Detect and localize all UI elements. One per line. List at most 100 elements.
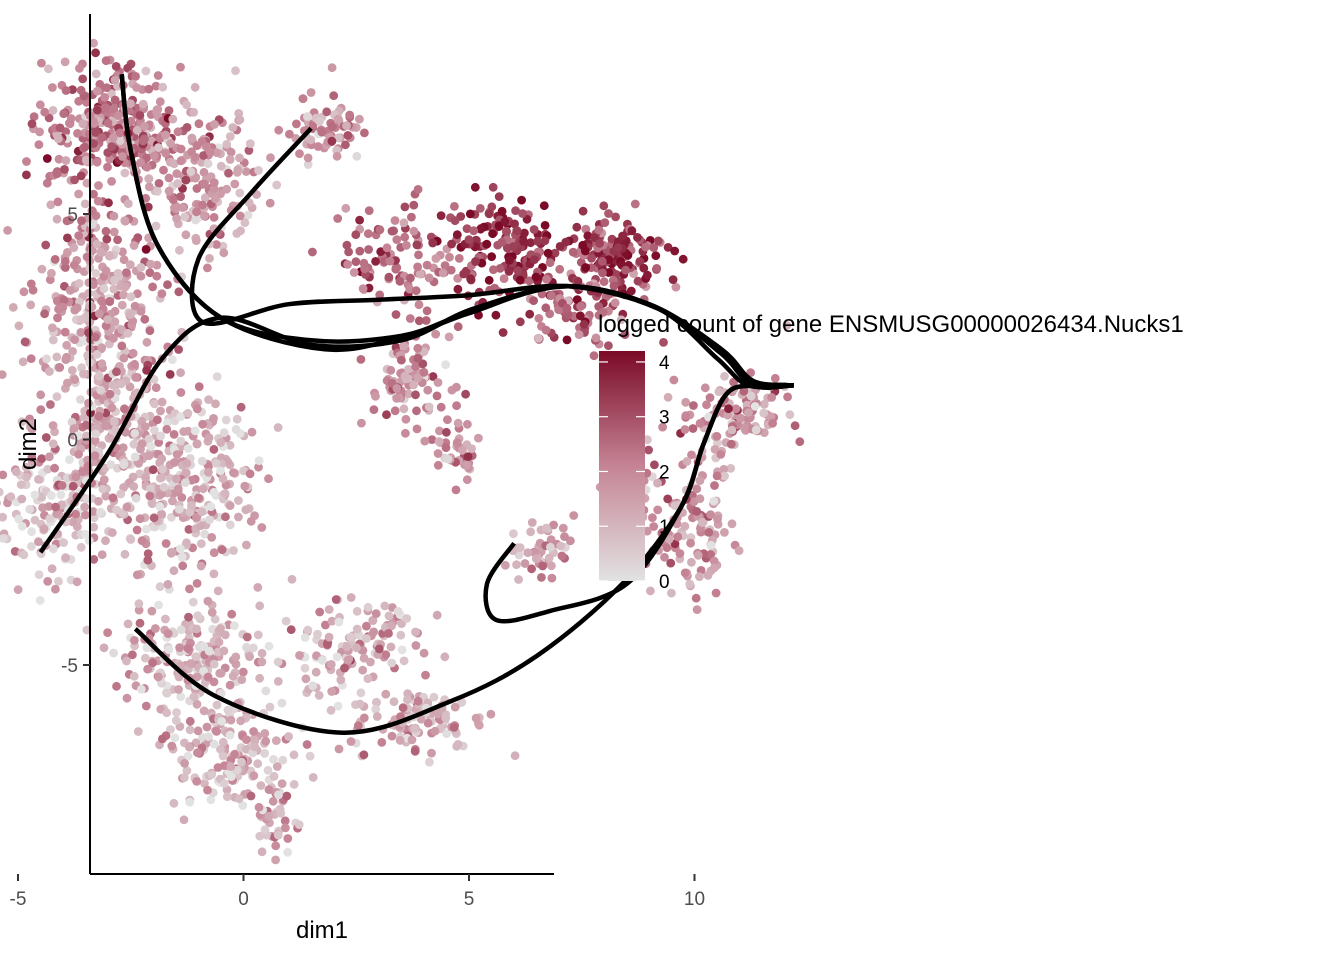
data-point <box>594 225 604 235</box>
data-point <box>70 375 80 384</box>
data-point <box>47 491 56 500</box>
data-point <box>220 489 230 498</box>
data-point <box>514 550 524 560</box>
data-point <box>515 317 525 327</box>
data-point <box>578 206 588 216</box>
data-point <box>410 724 419 733</box>
data-point <box>200 179 209 189</box>
data-point <box>122 502 132 512</box>
data-point <box>96 247 106 257</box>
data-point <box>142 153 152 163</box>
data-point <box>132 570 142 580</box>
data-point <box>112 681 121 691</box>
data-point <box>132 83 142 92</box>
data-point <box>469 226 479 236</box>
data-point <box>364 206 374 216</box>
data-point <box>268 796 278 806</box>
data-point <box>125 310 135 319</box>
data-point <box>303 625 313 635</box>
data-point <box>486 709 496 719</box>
data-point <box>97 343 107 353</box>
data-point <box>359 653 369 663</box>
data-point <box>487 252 496 262</box>
data-point <box>34 570 44 579</box>
data-point <box>225 730 235 740</box>
data-point <box>750 402 760 411</box>
data-point <box>60 327 70 337</box>
data-point <box>359 713 369 723</box>
data-point <box>78 119 88 129</box>
data-point <box>129 671 139 681</box>
data-point <box>392 394 402 403</box>
data-point <box>212 372 222 381</box>
trajectory-curve <box>189 126 794 390</box>
data-point <box>254 456 264 465</box>
data-point <box>185 725 195 735</box>
data-point <box>179 815 189 825</box>
data-point <box>119 353 129 363</box>
data-point <box>502 226 511 236</box>
data-point <box>283 847 293 857</box>
data-point <box>315 116 324 126</box>
data-point <box>215 668 225 678</box>
data-point <box>237 675 247 685</box>
data-point <box>759 400 769 409</box>
data-point <box>116 379 126 389</box>
data-point <box>427 435 437 444</box>
data-point <box>37 58 46 68</box>
data-point <box>440 261 450 270</box>
data-point <box>203 785 212 795</box>
data-point <box>109 211 119 221</box>
data-point <box>34 537 43 547</box>
data-point <box>43 577 53 586</box>
data-point <box>166 725 175 734</box>
data-point <box>144 182 154 192</box>
data-point <box>181 175 191 185</box>
x-axis-ticks: -5 0 5 10 <box>10 874 705 910</box>
data-point <box>22 170 31 180</box>
data-point <box>175 245 184 255</box>
data-point <box>153 415 162 425</box>
data-point <box>188 597 198 607</box>
data-point <box>13 585 23 595</box>
data-point <box>227 609 237 619</box>
data-point <box>50 463 59 473</box>
data-point <box>103 628 112 637</box>
data-point <box>303 160 313 169</box>
data-point <box>315 607 325 617</box>
data-point <box>162 708 172 718</box>
data-point <box>695 476 705 485</box>
data-point <box>441 443 451 453</box>
data-point <box>341 140 350 150</box>
data-point <box>235 153 244 163</box>
data-point <box>366 657 375 667</box>
data-point <box>77 216 86 226</box>
data-point <box>400 202 410 212</box>
data-point <box>451 485 461 495</box>
data-point <box>700 383 710 393</box>
data-point <box>766 412 776 421</box>
data-point <box>180 759 190 768</box>
data-point <box>355 215 364 225</box>
data-point <box>336 675 346 685</box>
data-point <box>355 114 364 124</box>
data-point <box>509 529 518 539</box>
data-point <box>19 287 29 297</box>
data-point <box>630 199 640 209</box>
legend-break-label: 1 <box>659 517 670 538</box>
data-point <box>72 303 82 313</box>
data-point <box>381 689 391 699</box>
data-point <box>191 236 201 246</box>
data-point <box>599 201 609 211</box>
data-point <box>573 277 583 286</box>
data-point <box>751 425 761 435</box>
data-point <box>112 367 121 377</box>
data-point <box>209 487 219 497</box>
data-point <box>145 326 155 336</box>
data-point <box>218 474 228 484</box>
data-point <box>768 418 777 428</box>
data-point <box>314 691 324 700</box>
data-point <box>363 229 373 239</box>
data-point <box>598 268 607 278</box>
data-point <box>740 423 749 433</box>
